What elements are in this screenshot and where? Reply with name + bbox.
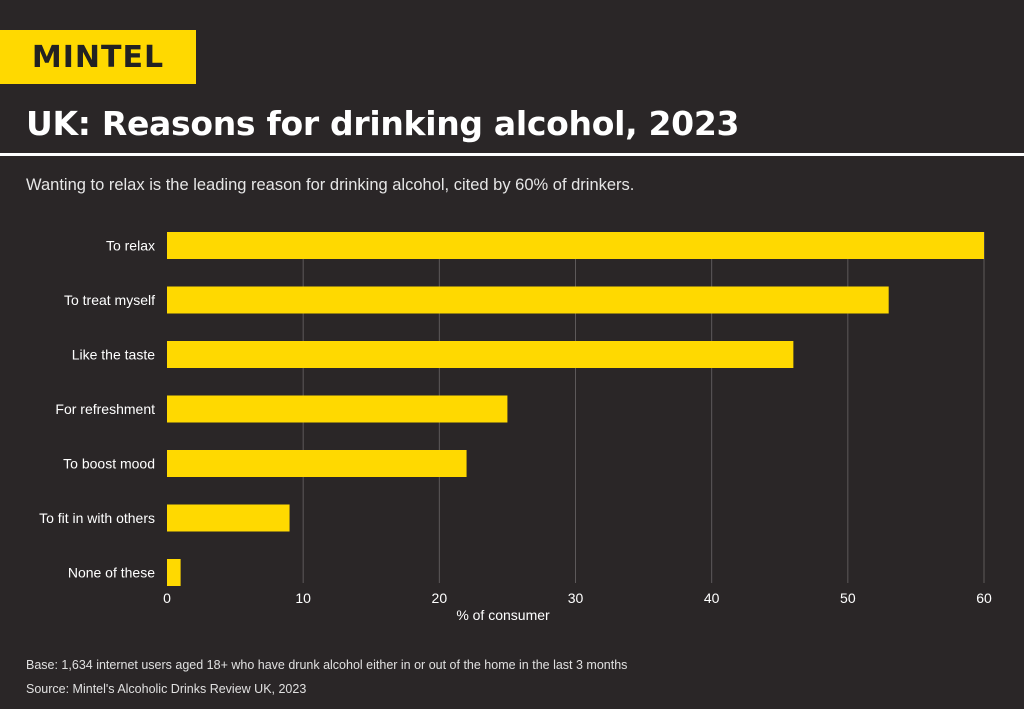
category-label: To treat myself <box>64 292 155 308</box>
category-label: For refreshment <box>55 401 155 417</box>
x-tick-label: 20 <box>432 590 448 606</box>
x-tick-label: 60 <box>976 590 992 606</box>
category-label: To boost mood <box>63 456 155 472</box>
bar <box>167 395 508 423</box>
bar <box>167 232 984 259</box>
bar <box>167 504 290 532</box>
chart-subtitle: Wanting to relax is the leading reason f… <box>26 176 635 194</box>
category-label: None of these <box>68 565 155 581</box>
logo-text: MINTEL <box>31 39 165 75</box>
bar <box>167 286 889 314</box>
category-label: Like the taste <box>72 347 155 363</box>
source-note: Source: Mintel's Alcoholic Drinks Review… <box>26 682 307 696</box>
chart-title: UK: Reasons for drinking alcohol, 2023 <box>26 104 740 143</box>
x-tick-label: 30 <box>568 590 584 606</box>
x-tick-label: 40 <box>704 590 720 606</box>
bar <box>167 559 181 586</box>
x-tick-label: 0 <box>163 590 171 606</box>
title-divider <box>0 153 1024 156</box>
x-axis-label: % of consumer <box>456 607 550 623</box>
mintel-logo: MINTEL <box>0 30 196 84</box>
base-note: Base: 1,634 internet users aged 18+ who … <box>26 658 628 672</box>
bar <box>167 341 794 368</box>
x-tick-label: 10 <box>295 590 311 606</box>
bar <box>167 450 467 477</box>
category-label: To relax <box>106 238 155 254</box>
category-label: To fit in with others <box>39 510 155 526</box>
x-tick-label: 50 <box>840 590 856 606</box>
